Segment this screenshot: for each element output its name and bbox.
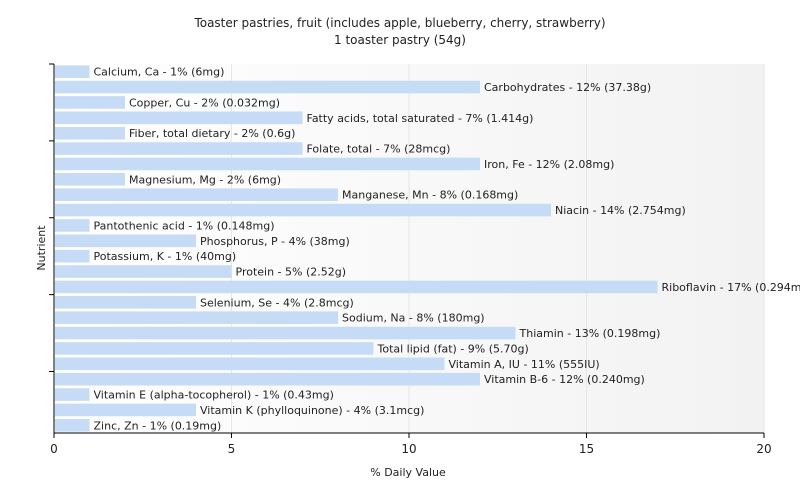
bar-label: Fiber, total dietary - 2% (0.6g)	[129, 127, 295, 140]
bar-label: Niacin - 14% (2.754mg)	[555, 204, 686, 217]
bar-label: Manganese, Mn - 8% (0.168mg)	[342, 189, 518, 202]
bar	[55, 342, 374, 355]
bar	[55, 281, 658, 294]
bar	[55, 419, 90, 432]
bar-label: Fatty acids, total saturated - 7% (1.414…	[307, 112, 534, 125]
bar-label: Total lipid (fat) - 9% (5.70g)	[377, 342, 529, 355]
bar	[55, 373, 480, 386]
bar	[55, 265, 232, 278]
bar	[55, 219, 90, 232]
x-tick-label: 0	[50, 442, 58, 456]
x-ticks-group: 0 5 10 15 20	[50, 433, 771, 456]
bar-label: Folate, total - 7% (28mcg)	[307, 143, 451, 156]
bar	[55, 96, 125, 109]
y-axis-label: Nutrient	[35, 225, 48, 271]
bar	[55, 142, 303, 155]
bar-label: Phosphorus, P - 4% (38mg)	[200, 235, 350, 248]
bar-label: Pantothenic acid - 1% (0.148mg)	[94, 219, 275, 232]
bar	[55, 404, 196, 417]
bar-label: Zinc, Zn - 1% (0.19mg)	[94, 419, 222, 432]
bar	[55, 158, 480, 171]
bar-label: Magnesium, Mg - 2% (6mg)	[129, 173, 281, 186]
bar	[55, 388, 90, 401]
bar-label: Thiamin - 13% (0.198mg)	[519, 327, 661, 340]
bar-label: Carbohydrates - 12% (37.38g)	[484, 81, 651, 94]
bar	[55, 81, 480, 94]
bar-label: Iron, Fe - 12% (2.08mg)	[484, 158, 614, 171]
bar-label: Selenium, Se - 4% (2.8mcg)	[200, 296, 354, 309]
bar	[55, 127, 125, 140]
bar-label: Copper, Cu - 2% (0.032mg)	[129, 96, 280, 109]
bar	[55, 235, 196, 248]
bar-label: Vitamin E (alpha-tocopherol) - 1% (0.43m…	[94, 389, 334, 402]
bar-label: Sodium, Na - 8% (180mg)	[342, 312, 485, 325]
bar	[55, 296, 196, 309]
bar-label: Riboflavin - 17% (0.294mg)	[662, 281, 800, 294]
x-tick-label: 15	[579, 442, 594, 456]
bar	[55, 204, 551, 217]
bar	[55, 250, 90, 263]
chart-title: Toaster pastries, fruit (includes apple,…	[193, 16, 605, 30]
bar-label: Potassium, K - 1% (40mg)	[94, 250, 237, 263]
bar-label: Vitamin B-6 - 12% (0.240mg)	[484, 373, 645, 386]
bar	[55, 358, 445, 371]
bar-label: Vitamin K (phylloquinone) - 4% (3.1mcg)	[200, 404, 424, 417]
bar-label: Protein - 5% (2.52g)	[236, 266, 347, 279]
x-tick-label: 5	[228, 442, 236, 456]
bar	[55, 311, 338, 324]
bar	[55, 188, 338, 201]
chart-subtitle: 1 toaster pastry (54g)	[334, 33, 466, 47]
x-tick-label: 20	[756, 442, 771, 456]
bar-label: Vitamin A, IU - 11% (555IU)	[449, 358, 600, 371]
bar	[55, 173, 125, 186]
bar-label: Calcium, Ca - 1% (6mg)	[94, 66, 225, 79]
bar	[55, 327, 516, 340]
bar	[55, 65, 90, 78]
bar	[55, 112, 303, 125]
x-tick-label: 10	[401, 442, 416, 456]
x-axis-label: % Daily Value	[370, 466, 446, 479]
